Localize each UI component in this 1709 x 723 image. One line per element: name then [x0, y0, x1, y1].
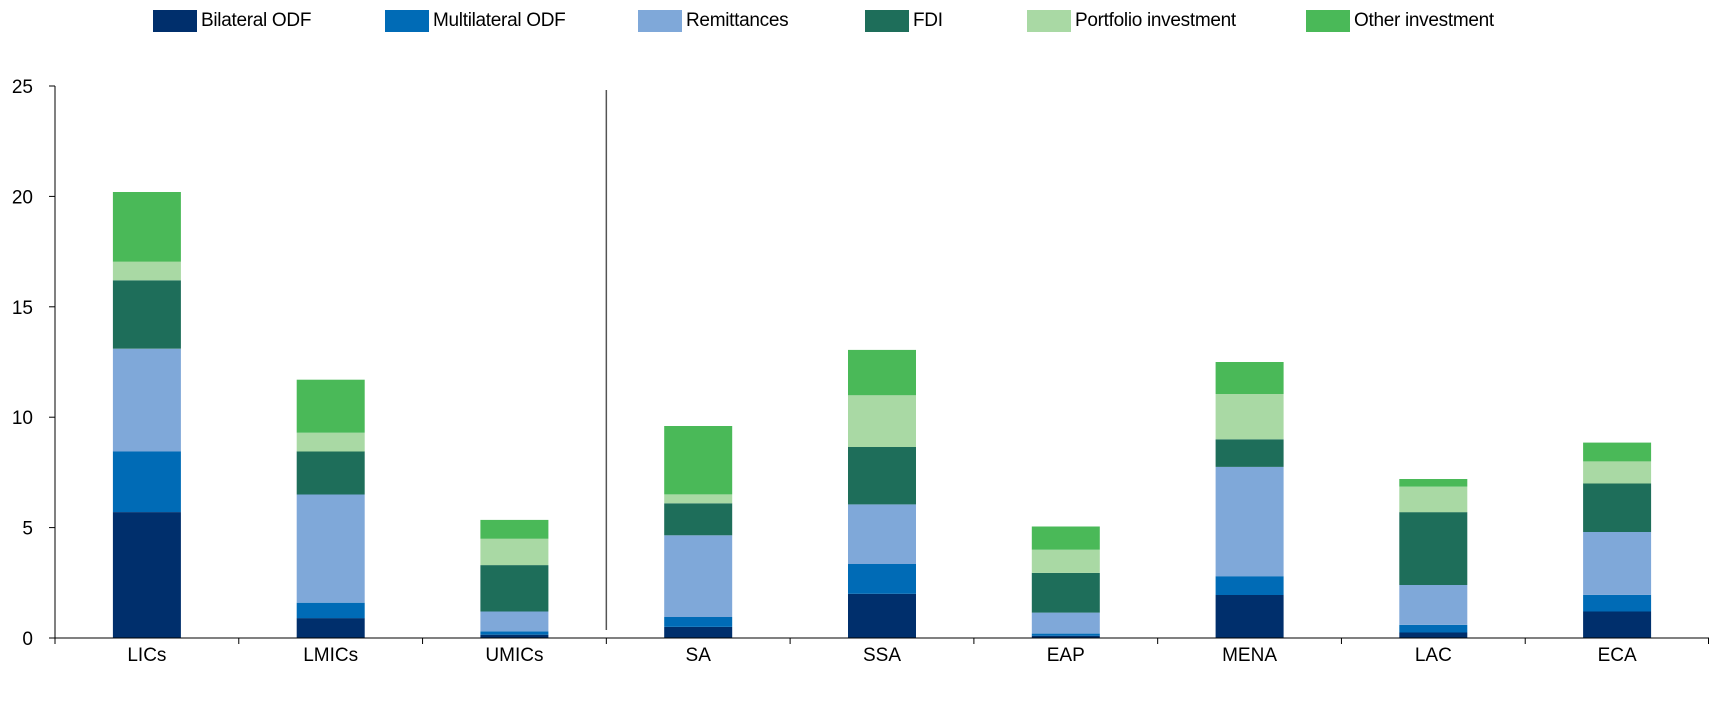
bar-segment-multilateral-odf	[1399, 624, 1468, 633]
legend-item: Bilateral ODF	[153, 8, 311, 34]
bar-segment-remittances	[848, 504, 916, 564]
bar-segment-fdi	[848, 447, 916, 505]
bar-segment-other-investment	[1031, 526, 1100, 550]
bar-segment-other-investment	[296, 379, 365, 433]
bar-segment-multilateral-odf	[112, 451, 181, 513]
x-tick-label: LMICs	[303, 645, 358, 666]
bar-segment-other-investment	[664, 426, 733, 495]
y-tick-label: 10	[12, 408, 33, 429]
bar-segment-multilateral-odf	[1583, 594, 1652, 612]
legend-item: Other investment	[1306, 8, 1494, 34]
legend-swatch	[865, 10, 909, 32]
bar-segment-multilateral-odf	[296, 602, 365, 619]
bar-segment-bilateral-odf	[1399, 632, 1468, 638]
x-tick-label: UMICs	[485, 645, 543, 666]
bar-segment-portfolio-investment	[1583, 461, 1652, 484]
bar-segment-fdi	[1031, 572, 1100, 613]
bar-segment-remittances	[1399, 585, 1468, 625]
bar-segment-portfolio-investment	[112, 261, 181, 281]
bar-segment-fdi	[296, 451, 365, 495]
bar-segment-portfolio-investment	[1031, 549, 1100, 573]
bar-segment-portfolio-investment	[1399, 486, 1468, 513]
legend-item: FDI	[865, 8, 943, 34]
x-tick-label: ECA	[1598, 645, 1637, 666]
bar-segment-fdi	[1215, 439, 1284, 467]
legend-swatch	[1306, 10, 1350, 32]
bar-segment-other-investment	[1215, 362, 1284, 394]
bar-segment-other-investment	[480, 519, 549, 539]
bar-segment-multilateral-odf	[664, 617, 733, 627]
bar-segment-multilateral-odf	[480, 631, 549, 635]
bar-segment-fdi	[480, 565, 549, 612]
bar-segment-remittances	[1215, 466, 1284, 577]
legend-label: FDI	[913, 10, 943, 31]
y-tick-label: 15	[12, 298, 33, 319]
bar-segment-remittances	[480, 611, 549, 632]
bar-segment-multilateral-odf	[1215, 576, 1284, 595]
legend-label: Remittances	[686, 10, 789, 31]
bar-segment-portfolio-investment	[664, 494, 733, 504]
y-tick-label: 5	[22, 519, 33, 540]
bar-segment-other-investment	[112, 192, 181, 262]
bar-segment-fdi	[664, 503, 733, 536]
x-tick-label: SA	[686, 645, 712, 666]
bar-segment-bilateral-odf	[1215, 594, 1284, 638]
bar-segment-portfolio-investment	[296, 432, 365, 452]
legend: Bilateral ODF Multilateral ODF Remittances…	[0, 8, 1709, 38]
bar-segment-fdi	[1399, 512, 1468, 585]
bar-segment-fdi	[1583, 483, 1652, 532]
bar-segment-bilateral-odf	[664, 627, 733, 638]
x-tick-label: LAC	[1415, 645, 1452, 666]
legend-swatch	[385, 10, 429, 32]
bar-segment-other-investment	[1583, 442, 1652, 462]
bar-segment-other-investment	[848, 349, 916, 396]
x-tick-label: EAP	[1047, 645, 1085, 666]
bar-segment-remittances	[296, 494, 365, 603]
x-tick-label: LICs	[127, 645, 166, 666]
legend-swatch	[638, 10, 682, 32]
bar-segment-bilateral-odf	[1583, 611, 1652, 638]
bar-segment-portfolio-investment	[1215, 394, 1284, 440]
bar-segment-portfolio-investment	[848, 395, 916, 447]
legend-label: Other investment	[1354, 10, 1494, 31]
bar-segment-remittances	[1583, 532, 1652, 595]
y-tick-label: 25	[12, 77, 33, 98]
legend-label: Portfolio investment	[1075, 10, 1236, 31]
bar-segment-other-investment	[1399, 479, 1468, 487]
legend-label: Multilateral ODF	[433, 10, 566, 31]
legend-item: Portfolio investment	[1027, 8, 1236, 34]
bar-segment-fdi	[112, 280, 181, 349]
bar-segment-multilateral-odf	[1031, 633, 1100, 636]
legend-item: Remittances	[638, 8, 789, 34]
bar-segment-portfolio-investment	[480, 538, 549, 566]
legend-swatch	[153, 10, 197, 32]
bar-segment-remittances	[664, 535, 733, 617]
y-tick-label: 20	[12, 187, 33, 208]
y-tick-label: 0	[22, 629, 33, 650]
legend-label: Bilateral ODF	[201, 10, 312, 31]
x-tick-label: SSA	[863, 645, 901, 666]
bar-segment-multilateral-odf	[848, 564, 916, 594]
bar-segment-bilateral-odf	[480, 634, 549, 638]
x-tick-label: MENA	[1222, 645, 1277, 666]
bar-segment-remittances	[112, 348, 181, 452]
bar-segment-remittances	[1031, 612, 1100, 634]
legend-item: Multilateral ODF	[385, 8, 566, 34]
bar-segment-bilateral-odf	[296, 618, 365, 638]
bar-segment-bilateral-odf	[1031, 635, 1100, 638]
bar-segment-bilateral-odf	[112, 512, 181, 638]
legend-swatch	[1027, 10, 1071, 32]
bar-segment-bilateral-odf	[848, 593, 916, 638]
